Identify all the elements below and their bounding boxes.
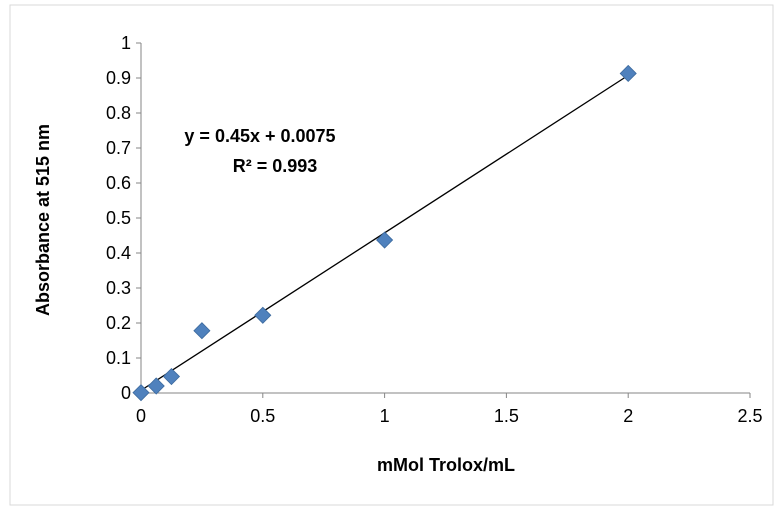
y-tick-label: 0.9 bbox=[106, 68, 131, 88]
trendline-equation: y = 0.45x + 0.0075 bbox=[184, 126, 335, 146]
y-axis: 0 0.1 0.2 0.3 0.4 0.5 0.6 0.7 0.8 0.9 1 bbox=[106, 33, 142, 403]
y-tick-label: 0.6 bbox=[106, 173, 131, 193]
y-tick-label: 0.4 bbox=[106, 243, 131, 263]
r-squared: R² = 0.993 bbox=[233, 156, 318, 176]
data-point bbox=[376, 231, 394, 249]
y-tick-label: 1 bbox=[121, 33, 131, 53]
x-tick-label: 2.5 bbox=[737, 406, 762, 426]
data-point bbox=[254, 306, 272, 324]
data-points bbox=[132, 64, 637, 402]
y-tick-label: 0 bbox=[121, 383, 131, 403]
x-tick-label: 2 bbox=[623, 406, 633, 426]
chart-area-border bbox=[9, 4, 774, 506]
data-point bbox=[193, 322, 211, 340]
y-axis-title-group: Absorbance at 515 nm bbox=[33, 124, 53, 316]
x-tick-label: 1 bbox=[380, 406, 390, 426]
y-tick-label: 0.7 bbox=[106, 138, 131, 158]
y-tick-label: 0.1 bbox=[106, 348, 131, 368]
y-tick-label: 0.8 bbox=[106, 103, 131, 123]
y-axis-title: Absorbance at 515 nm bbox=[33, 124, 53, 316]
x-tick-label: 1.5 bbox=[494, 406, 519, 426]
data-point bbox=[147, 377, 165, 395]
x-tick-label: 0 bbox=[136, 406, 146, 426]
y-tick-label: 0.5 bbox=[106, 208, 131, 228]
y-tick-label: 0.2 bbox=[106, 313, 131, 333]
data-point bbox=[619, 64, 637, 83]
x-tick-label: 0.5 bbox=[250, 406, 275, 426]
x-axis: 0 0.5 1 1.5 2 2.5 bbox=[136, 392, 763, 426]
data-point bbox=[162, 367, 181, 386]
x-axis-title: mMol Trolox/mL bbox=[377, 455, 515, 475]
data-point bbox=[132, 384, 150, 402]
y-tick-label: 0.3 bbox=[106, 278, 131, 298]
